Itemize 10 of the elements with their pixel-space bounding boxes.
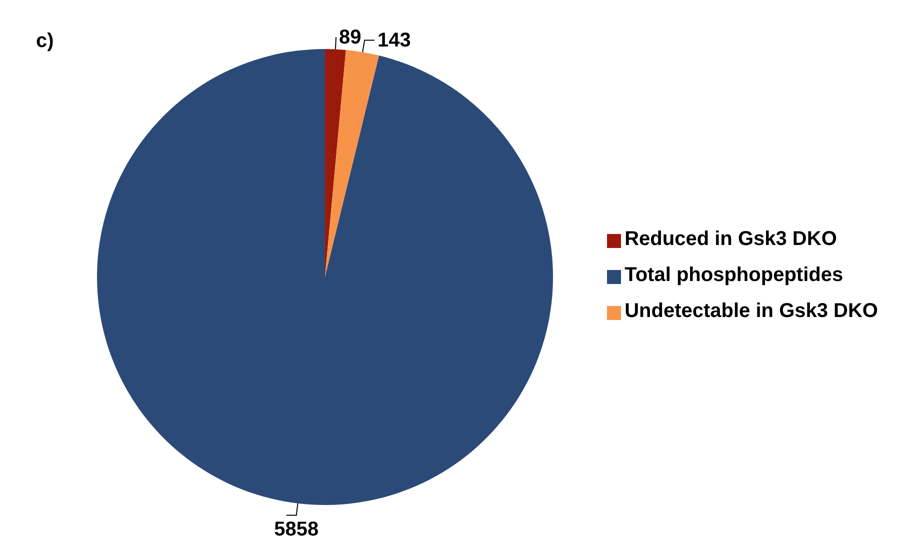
legend-label: Undetectable in Gsk3 DKO bbox=[624, 300, 878, 322]
legend-label: Total phosphopeptides bbox=[624, 264, 844, 286]
legend-label: Reduced in Gsk3 DKO bbox=[624, 228, 837, 250]
data-label: 143 bbox=[378, 29, 411, 52]
text: c) bbox=[36, 30, 54, 53]
data-label: 5858 bbox=[274, 518, 319, 540]
data-label: 89 bbox=[339, 26, 362, 48]
pie-slice bbox=[97, 49, 553, 505]
pie-slice bbox=[325, 49, 346, 277]
pie-slice bbox=[325, 50, 380, 277]
